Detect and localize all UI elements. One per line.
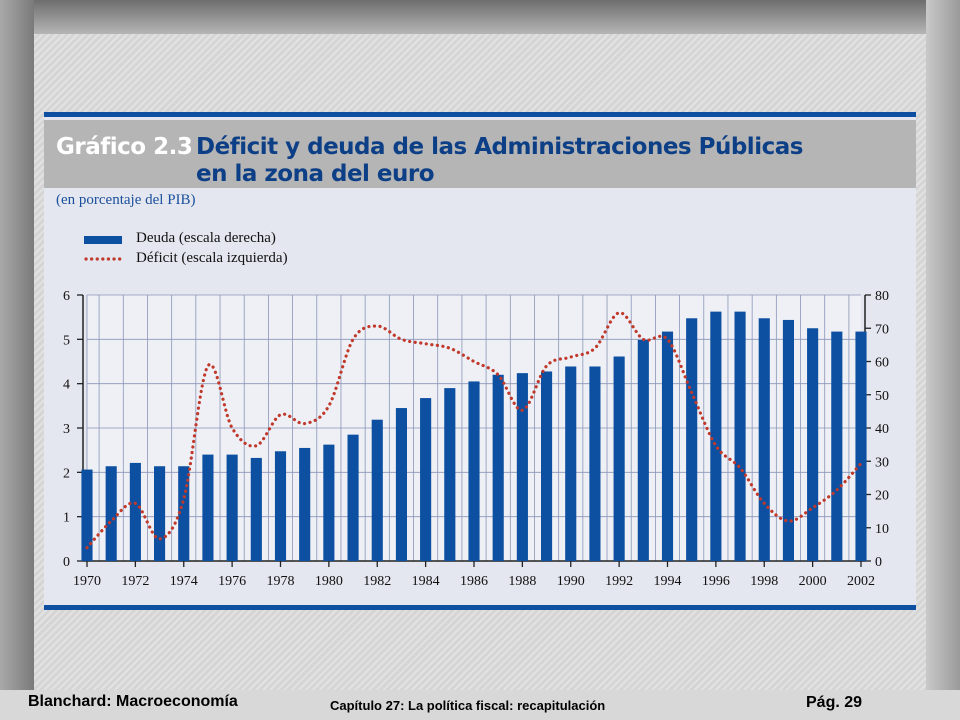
debt-bar <box>274 451 287 561</box>
debt-bar <box>153 466 166 561</box>
figure-number: Gráfico 2.3 <box>56 134 193 160</box>
x-axis-tick-label: 2002 <box>847 574 875 589</box>
debt-bar <box>492 374 504 561</box>
debt-bar <box>299 447 311 561</box>
x-axis-tick-label: 1998 <box>750 574 778 589</box>
x-axis-tick-label: 1974 <box>170 574 198 589</box>
legend-dotted-swatch <box>84 257 124 261</box>
slide-frame-top <box>0 0 960 34</box>
x-axis-tick-label: 1986 <box>460 574 488 589</box>
left-axis-tick-label: 2 <box>63 466 70 481</box>
footer-page-number: Pág. 29 <box>806 694 863 711</box>
left-axis-tick-label: 0 <box>63 555 70 570</box>
debt-bar <box>129 462 141 561</box>
debt-bar <box>250 457 262 561</box>
right-axis-tick-label: 50 <box>875 389 889 404</box>
left-axis-tick-label: 1 <box>63 511 70 526</box>
debt-bar <box>226 454 238 561</box>
debt-bar <box>613 356 625 561</box>
debt-bar <box>589 366 601 561</box>
debt-bar <box>347 434 359 561</box>
right-axis-tick-label: 30 <box>875 455 889 470</box>
right-axis-tick-label: 40 <box>875 422 889 437</box>
debt-bar <box>444 388 456 561</box>
debt-bar <box>758 318 770 561</box>
debt-bar <box>540 371 553 561</box>
figure-top-rule <box>44 112 916 117</box>
x-axis-tick-label: 1988 <box>508 574 536 589</box>
slide-frame-left <box>0 0 34 690</box>
debt-bar <box>637 339 649 561</box>
figure-title-band: Gráfico 2.3 Déficit y deuda de las Admin… <box>44 120 916 188</box>
legend-bar-swatch <box>84 236 122 244</box>
debt-bar <box>710 311 722 561</box>
debt-bar <box>323 444 335 561</box>
right-axis-tick-label: 0 <box>875 555 882 570</box>
debt-bar <box>565 366 577 561</box>
footer-book-title: Blanchard: Macroeconomía <box>28 693 238 710</box>
legend-label-debt: Deuda (escala derecha) <box>136 230 276 246</box>
right-axis-tick-label: 20 <box>875 489 889 504</box>
debt-bar <box>395 408 408 561</box>
debt-bar <box>178 466 190 561</box>
x-axis-tick-label: 1990 <box>557 574 585 589</box>
slide-frame-right <box>926 0 960 690</box>
debt-bar <box>468 381 480 561</box>
debt-bar <box>831 331 843 561</box>
x-axis-tick-label: 1982 <box>363 574 391 589</box>
right-axis-tick-label: 70 <box>875 322 889 337</box>
right-axis-tick-label: 10 <box>875 522 889 537</box>
left-axis-tick-label: 5 <box>63 333 70 348</box>
debt-bar <box>105 466 117 561</box>
right-axis-tick-label: 80 <box>875 289 889 304</box>
debt-bar <box>807 328 819 561</box>
debt-bar <box>516 373 528 561</box>
x-axis-tick-label: 1994 <box>654 574 682 589</box>
legend-label-deficit: Déficit (escala izquierda) <box>136 250 288 266</box>
x-axis-tick-label: 1984 <box>412 574 440 589</box>
right-axis-tick-label: 60 <box>875 356 889 371</box>
x-axis-tick-label: 1972 <box>121 574 149 589</box>
left-axis-tick-label: 6 <box>63 289 70 304</box>
x-axis-tick-label: 1980 <box>315 574 343 589</box>
figure-panel: Gráfico 2.3 Déficit y deuda de las Admin… <box>44 112 916 610</box>
x-axis-tick-label: 1978 <box>267 574 295 589</box>
left-axis-tick-label: 4 <box>63 378 70 393</box>
debt-bar <box>81 469 93 561</box>
debt-bar <box>686 318 698 561</box>
slide-footer <box>0 690 960 720</box>
debt-bar <box>855 331 867 561</box>
x-axis-tick-label: 1970 <box>73 574 101 589</box>
deficit-line <box>85 311 863 550</box>
debt-bar <box>371 419 383 561</box>
x-axis-tick-label: 1976 <box>218 574 246 589</box>
figure-title-line1: Déficit y deuda de las Administraciones … <box>196 134 803 160</box>
debt-bar <box>420 398 432 561</box>
debt-bar <box>734 311 746 561</box>
figure-title: Déficit y deuda de las Administraciones … <box>196 134 803 188</box>
figure-bottom-rule <box>44 605 916 610</box>
x-axis-tick-label: 1992 <box>605 574 633 589</box>
debt-bar <box>202 454 214 561</box>
debt-bar <box>661 331 674 561</box>
figure-title-line2: en la zona del euro <box>196 161 435 187</box>
x-axis-tick-label: 2000 <box>799 574 827 589</box>
left-axis-tick-label: 3 <box>63 422 70 437</box>
figure-subtitle: (en porcentaje del PIB) <box>56 192 196 208</box>
x-axis-tick-label: 1996 <box>702 574 730 589</box>
footer-chapter: Capítulo 27: La política fiscal: recapit… <box>330 698 606 713</box>
debt-bar <box>782 319 795 561</box>
